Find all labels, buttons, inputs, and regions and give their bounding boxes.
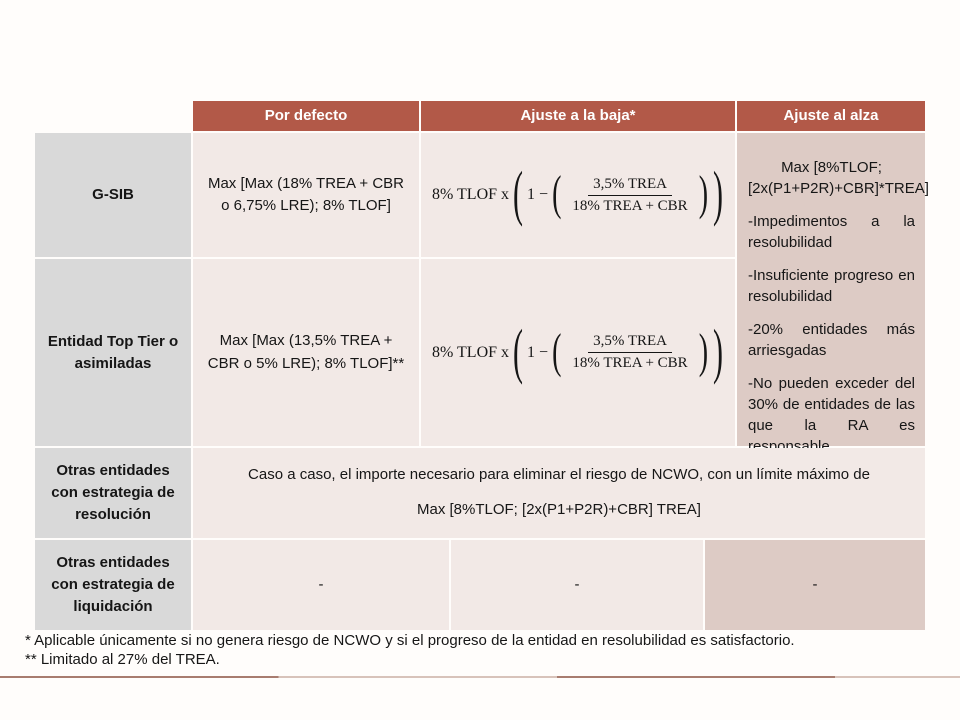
alza-bullet-impedimentos: -Impedimentos a la resolubilidad	[748, 213, 915, 251]
formula-prefix: 8% TLOF x	[431, 186, 510, 203]
formula-close-paren-inner: )	[698, 167, 709, 222]
row-label-otras-liquidacion: Otras entidades con estrategia de liquid…	[35, 540, 191, 630]
formula-one-minus: 1 −	[527, 186, 549, 203]
column-header-ajuste-baja: Ajuste a la baja*	[421, 101, 735, 131]
formula-open-paren-outer: (	[513, 317, 524, 386]
cell-resolucion-merged: Caso a caso, el importe necesario para e…	[193, 448, 925, 538]
alza-bullet-progreso: -Insuficiente progreso en resolubilidad	[748, 267, 915, 305]
cell-gsib-por-defecto: Max [Max (18% TREA + CBR o 6,75% LRE); 8…	[193, 133, 419, 257]
cell-liquidacion-ajuste-baja: -	[451, 540, 703, 630]
formula-numerator: 3,5% TREA	[588, 175, 672, 196]
formula-one-minus: 1 −	[527, 343, 549, 361]
formula-denominator: 18% TREA + CBR	[572, 355, 688, 371]
footer-divider-line	[0, 676, 960, 678]
column-header-ajuste-alza: Ajuste al alza	[737, 101, 925, 131]
cell-top-tier-por-defecto: Max [Max (13,5% TREA + CBR o 5% LRE); 8%…	[193, 259, 419, 446]
formula-open-paren-outer: (	[513, 160, 524, 228]
formula-close-paren-outer: )	[713, 317, 724, 386]
formula-open-paren-inner: (	[552, 324, 562, 379]
footnote-ncwo: * Aplicable únicamente si no genera ries…	[25, 632, 795, 649]
footnote-27pct-trea: ** Limitado al 27% del TREA.	[25, 651, 220, 668]
formula-prefix: 8% TLOF x	[431, 343, 510, 361]
tlof-formula: 8% TLOF x ( 1 − ( 3,5% TREA 18% TREA + C…	[431, 163, 724, 225]
formula-fraction: 3,5% TREA 18% TREA + CBR	[567, 175, 692, 216]
cell-ajuste-alza-merged: Max [8%TLOF; [2x(P1+P2R)+CBR]*TREA] -Imp…	[737, 133, 929, 455]
alza-max-formula: Max [8%TLOF; [2x(P1+P2R)+CBR]*TREA]	[748, 159, 929, 197]
formula-close-paren-inner: )	[698, 324, 709, 379]
tlof-formula: 8% TLOF x ( 1 − ( 3,5% TREA 18% TREA + C…	[431, 321, 724, 383]
cell-liquidacion-ajuste-alza: -	[705, 540, 925, 630]
formula-denominator: 18% TREA + CBR	[572, 197, 688, 214]
resolucion-caso-a-caso-text: Caso a caso, el importe necesario para e…	[248, 466, 870, 484]
footnotes: * Aplicable únicamente si no genera ries…	[25, 631, 795, 669]
row-label-top-tier: Entidad Top Tier o asimiladas	[35, 259, 191, 446]
formula-open-paren-inner: (	[552, 167, 562, 222]
alza-bullet-20pct: -20% entidades más arriesgadas	[748, 321, 915, 359]
formula-close-paren-outer: )	[713, 160, 724, 228]
formula-fraction: 3,5% TREA 18% TREA + CBR	[567, 332, 692, 373]
cell-top-tier-ajuste-baja: 8% TLOF x ( 1 − ( 3,5% TREA 18% TREA + C…	[421, 259, 735, 446]
cell-liquidacion-por-defecto: -	[193, 540, 449, 630]
alza-bullet-30pct: -No pueden exceder del 30% de entidades …	[748, 375, 915, 455]
row-label-otras-resolucion: Otras entidades con estrategia de resolu…	[35, 448, 191, 538]
row-label-gsib: G-SIB	[35, 133, 191, 257]
column-header-por-defecto: Por defecto	[193, 101, 419, 131]
resolucion-max-formula: Max [8%TLOF; [2x(P1+P2R)+CBR] TREA]	[417, 501, 701, 518]
formula-numerator: 3,5% TREA	[588, 332, 672, 353]
cell-gsib-ajuste-baja: 8% TLOF x ( 1 − ( 3,5% TREA 18% TREA + C…	[421, 133, 735, 257]
